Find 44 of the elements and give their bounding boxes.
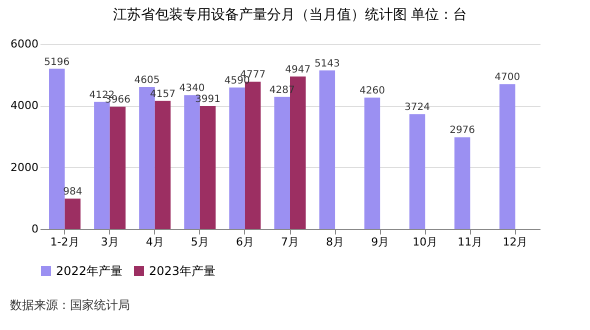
bar <box>274 96 290 229</box>
bar <box>49 68 65 229</box>
x-tick-label: 8月 <box>326 236 344 248</box>
x-tick-label: 7月 <box>281 236 299 248</box>
bar <box>110 106 126 229</box>
y-tick-label: 4000 <box>10 99 38 112</box>
legend-label: 2023年产量 <box>149 264 216 278</box>
bar <box>229 87 245 229</box>
x-tick-label: 6月 <box>236 236 254 248</box>
bar <box>409 114 426 229</box>
y-tick-label: 0 <box>32 222 38 236</box>
bar <box>154 100 171 229</box>
x-tick-label: 12月 <box>502 236 528 248</box>
y-tick-label: 2000 <box>10 160 38 174</box>
y-tick-label: 6000 <box>10 38 38 50</box>
data-label: 984 <box>63 186 82 198</box>
data-label: 4340 <box>179 83 205 94</box>
x-tick-label: 11月 <box>458 236 483 248</box>
data-label: 4700 <box>494 72 520 84</box>
data-label: 4157 <box>150 88 176 100</box>
bar <box>364 98 380 229</box>
data-label: 5143 <box>314 58 340 70</box>
data-label: 4605 <box>134 75 160 86</box>
x-tick-label: 5月 <box>190 236 209 248</box>
data-label: 2976 <box>450 125 476 136</box>
x-tick-label: 9月 <box>371 236 390 248</box>
data-label: 5196 <box>44 56 70 68</box>
x-tick-label: 3月 <box>100 236 119 248</box>
x-tick-label: 4月 <box>146 236 164 248</box>
bar <box>200 106 216 229</box>
data-label: 4260 <box>359 86 385 97</box>
chart-title: 江苏省包装专用设备产量分月（当月值）统计图 单位：台 <box>112 7 468 23</box>
bar <box>499 84 516 229</box>
bar <box>64 198 81 229</box>
bar <box>94 102 110 229</box>
bar <box>319 70 336 229</box>
data-label: 4947 <box>285 64 311 76</box>
legend-label: 2022年产量 <box>56 264 123 278</box>
x-tick-label: 10月 <box>412 236 438 248</box>
bar <box>454 137 470 229</box>
source-note: 数据来源：国家统计局 <box>9 297 131 314</box>
data-label: 3724 <box>404 102 430 114</box>
x-tick-label: 1-2月 <box>50 236 80 248</box>
data-label: 3991 <box>195 94 221 105</box>
